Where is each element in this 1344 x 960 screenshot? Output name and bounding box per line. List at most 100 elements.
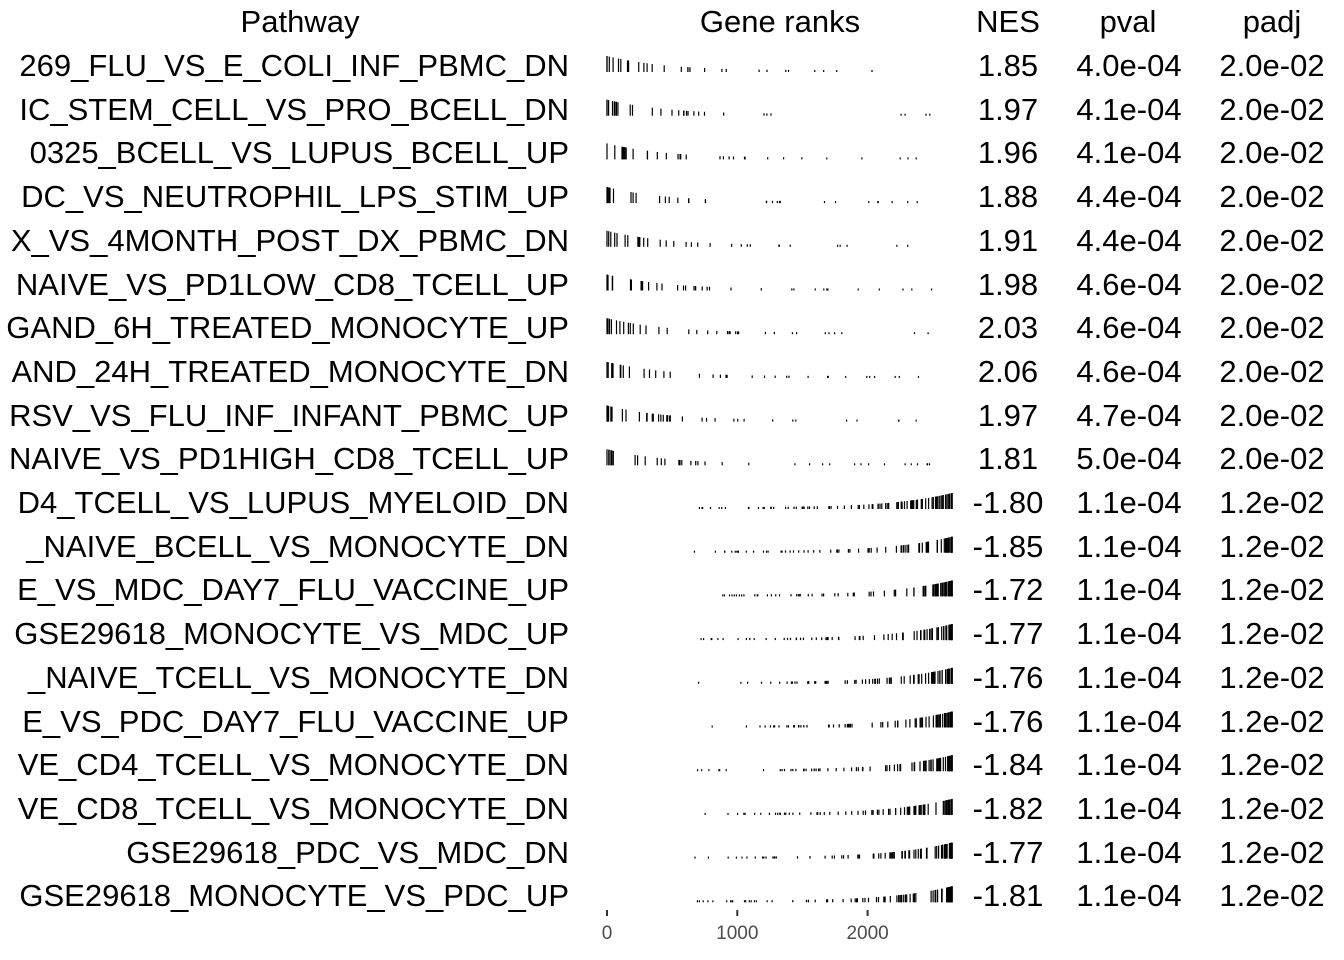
- pval-value: 4.6e-04: [1076, 310, 1182, 346]
- table-row: IC_STEM_CELL_VS_PRO_BCELL_DN 1.97 4.1e-04 2…: [0, 88, 1344, 132]
- pval-value: 4.1e-04: [1076, 91, 1182, 127]
- pathway-name: NAIVE_VS_PD1LOW_CD8_TCELL_UP: [15, 266, 569, 302]
- table-row: 0325_BCELL_VS_LUPUS_BCELL_UP 1.96 4.1e-04 2…: [0, 131, 1344, 175]
- padj-value: 2.0e-02: [1219, 397, 1325, 433]
- header-pval: pval: [1099, 4, 1157, 39]
- table-row: _NAIVE_TCELL_VS_MONOCYTE_DN -1.76 1.1e-04 1…: [0, 656, 1344, 700]
- table-row: NAIVE_VS_PD1HIGH_CD8_TCELL_UP 1.81 5.0e-04…: [0, 437, 1344, 481]
- table-row: 269_FLU_VS_E_COLI_INF_PBMC_DN 1.85 4.0e-04…: [0, 44, 1344, 88]
- gene-ranks-barcode: [606, 274, 933, 291]
- pathway-name: GSE29618_MONOCYTE_VS_PDC_UP: [19, 878, 569, 914]
- padj-value: 1.2e-02: [1219, 790, 1325, 826]
- nes-value: 1.96: [977, 135, 1039, 171]
- table-row: GSE29618_MONOCYTE_VS_PDC_UP -1.81 1.1e-04 1…: [0, 874, 1344, 918]
- x-axis-tick-label: 2000: [846, 923, 888, 944]
- pval-value: 1.1e-04: [1076, 485, 1182, 520]
- padj-value: 1.2e-02: [1219, 572, 1325, 608]
- nes-value: 1.97: [977, 397, 1039, 433]
- table-row: E_VS_MDC_DAY7_FLU_VACCINE_UP -1.72 1.1e-04…: [0, 568, 1344, 612]
- gene-ranks-barcode: [606, 230, 909, 247]
- pval-value: 4.1e-04: [1076, 135, 1182, 171]
- pathway-name: NAIVE_VS_PD1HIGH_CD8_TCELL_UP: [9, 441, 569, 477]
- gene-ranks-barcode: [711, 711, 953, 728]
- nes-value: -1.81: [972, 878, 1044, 914]
- pathway-name: VE_CD8_TCELL_VS_MONOCYTE_DN: [17, 790, 569, 826]
- pathway-name: E_VS_PDC_DAY7_FLU_VACCINE_UP: [22, 703, 569, 739]
- table-row: RSV_VS_FLU_INF_INFANT_PBMC_UP 1.97 4.7e-04…: [0, 394, 1344, 438]
- nes-value: 1.81: [977, 441, 1039, 477]
- padj-value: 2.0e-02: [1219, 179, 1325, 215]
- pathway-name: AND_24H_TREATED_MONOCYTE_DN: [11, 353, 569, 389]
- pathway-name: VE_CD4_TCELL_VS_MONOCYTE_DN: [17, 747, 569, 783]
- gene-ranks-barcode: [606, 361, 920, 378]
- gene-ranks-barcode: [693, 536, 953, 553]
- table-row: NAIVE_VS_PD1LOW_CD8_TCELL_UP 1.98 4.6e-04 2…: [0, 263, 1344, 307]
- padj-value: 1.2e-02: [1219, 659, 1325, 695]
- pathway-name: E_VS_MDC_DAY7_FLU_VACCINE_UP: [17, 572, 569, 608]
- nes-value: -1.85: [972, 528, 1044, 564]
- nes-value: 2.06: [977, 353, 1039, 389]
- gene-ranks-barcode: [606, 187, 918, 204]
- pathway-name: RSV_VS_FLU_INF_INFANT_PBMC_UP: [9, 397, 569, 433]
- padj-value: 2.0e-02: [1219, 48, 1325, 83]
- table-row: X_VS_4MONTH_POST_DX_PBMC_DN 1.91 4.4e-04 2.…: [0, 219, 1344, 263]
- padj-value: 1.2e-02: [1219, 703, 1325, 739]
- gene-ranks-barcode: [694, 842, 953, 859]
- table-row: GSE29618_PDC_VS_MDC_DN -1.77 1.1e-04 1.2e-0…: [0, 831, 1344, 875]
- gene-ranks-barcode: [606, 405, 917, 422]
- header-padj: padj: [1242, 4, 1302, 39]
- padj-value: 2.0e-02: [1219, 310, 1325, 346]
- table-row: DC_VS_NEUTROPHIL_LPS_STIM_UP 1.88 4.4e-04 2…: [0, 175, 1344, 219]
- pval-value: 1.1e-04: [1076, 528, 1182, 564]
- pathway-name: X_VS_4MONTH_POST_DX_PBMC_DN: [10, 222, 569, 258]
- gene-ranks-barcode: [704, 798, 953, 815]
- gene-ranks-barcode: [606, 449, 931, 466]
- gene-ranks-barcode: [698, 493, 953, 509]
- nes-value: 1.98: [977, 266, 1039, 302]
- gene-ranks-barcode: [606, 99, 931, 116]
- pval-value: 4.6e-04: [1076, 266, 1182, 302]
- nes-value: 1.85: [977, 48, 1039, 83]
- nes-value: 1.91: [977, 222, 1039, 258]
- padj-value: 1.2e-02: [1219, 878, 1325, 914]
- table-row: _NAIVE_BCELL_VS_MONOCYTE_DN -1.85 1.1e-04 1…: [0, 525, 1344, 569]
- nes-value: 2.03: [977, 310, 1039, 346]
- pathway-name: 269_FLU_VS_E_COLI_INF_PBMC_DN: [19, 48, 569, 83]
- pathway-name: GAND_6H_TREATED_MONOCYTE_UP: [6, 310, 569, 346]
- nes-value: 1.97: [977, 91, 1039, 127]
- nes-value: -1.72: [972, 572, 1044, 608]
- pathway-name: IC_STEM_CELL_VS_PRO_BCELL_DN: [19, 91, 569, 127]
- gene-ranks-barcode: [606, 143, 917, 160]
- pathway-name: _NAIVE_TCELL_VS_MONOCYTE_DN: [28, 659, 569, 695]
- pval-value: 4.4e-04: [1076, 222, 1182, 258]
- pval-value: 4.4e-04: [1076, 179, 1182, 215]
- gene-ranks-barcode: [722, 580, 953, 597]
- pathway-name: GSE29618_MONOCYTE_VS_MDC_UP: [14, 616, 569, 652]
- padj-value: 1.2e-02: [1219, 485, 1325, 520]
- table-row: AND_24H_TREATED_MONOCYTE_DN 2.06 4.6e-04 2.…: [0, 350, 1344, 394]
- table-row: E_VS_PDC_DAY7_FLU_VACCINE_UP -1.76 1.1e-04…: [0, 700, 1344, 744]
- pathway-name: 0325_BCELL_VS_LUPUS_BCELL_UP: [29, 135, 569, 171]
- header-nes: NES: [976, 4, 1040, 39]
- gene-ranks-barcode: [697, 667, 953, 684]
- padj-value: 2.0e-02: [1219, 135, 1325, 171]
- pathway-name: GSE29618_PDC_VS_MDC_DN: [126, 834, 569, 870]
- pathway-name: D4_TCELL_VS_LUPUS_MYELOID_DN: [17, 485, 569, 520]
- pval-value: 1.1e-04: [1076, 790, 1182, 826]
- pval-value: 4.0e-04: [1076, 48, 1182, 83]
- nes-value: 1.88: [977, 179, 1039, 215]
- nes-value: -1.84: [972, 747, 1044, 783]
- pval-value: 4.7e-04: [1076, 397, 1182, 433]
- padj-value: 2.0e-02: [1219, 441, 1325, 477]
- pval-value: 4.6e-04: [1076, 353, 1182, 389]
- nes-value: -1.77: [972, 616, 1044, 652]
- gene-ranks-barcode: [606, 56, 873, 72]
- padj-value: 1.2e-02: [1219, 834, 1325, 870]
- gene-ranks-barcode: [696, 886, 953, 903]
- pathway-name: _NAIVE_BCELL_VS_MONOCYTE_DN: [26, 528, 569, 564]
- x-axis-tick-label: 1000: [716, 923, 758, 944]
- pathway-name: DC_VS_NEUTROPHIL_LPS_STIM_UP: [21, 179, 569, 215]
- nes-value: -1.76: [972, 703, 1044, 739]
